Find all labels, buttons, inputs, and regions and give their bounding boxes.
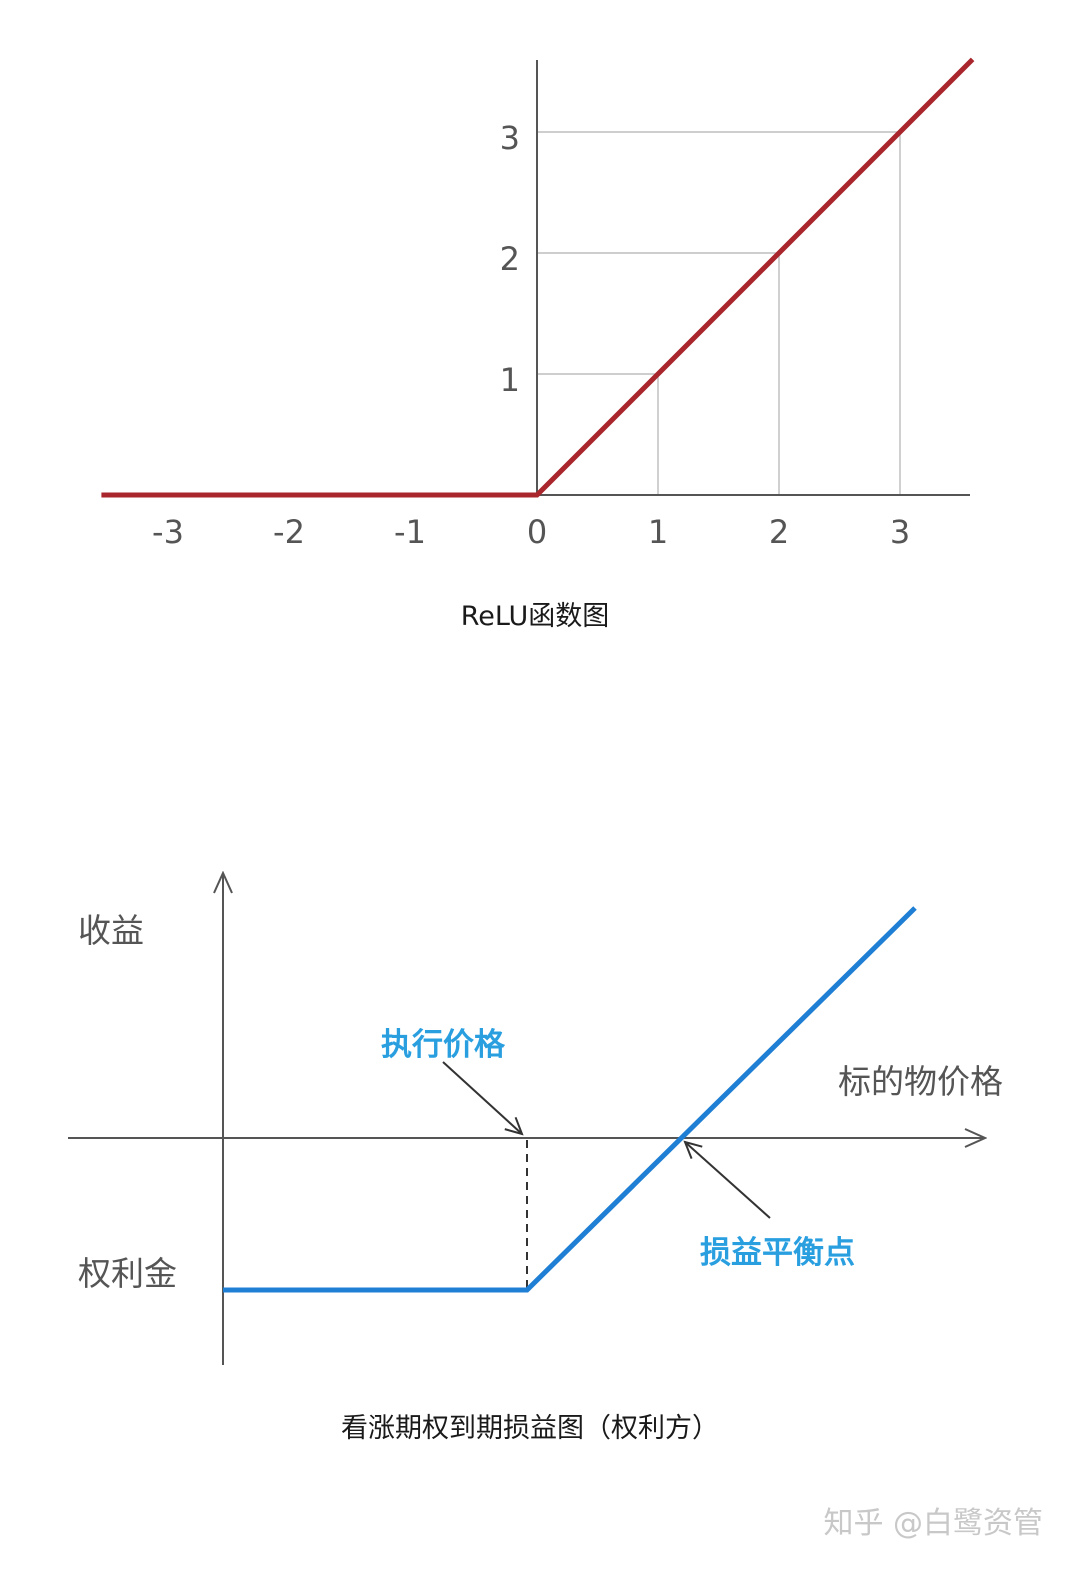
call-payoff-line	[223, 906, 917, 1293]
premium-label: 权利金	[78, 1254, 177, 1293]
relu-x-tick-label: -3	[152, 513, 184, 551]
call-x-axis-label: 标的物价格	[838, 1062, 1003, 1101]
relu-chart: -3 -2 -1 0 1 2 3 1 2 3 ReLU函数图	[101, 57, 975, 632]
call-chart-title: 看涨期权到期损益图（权利方）	[341, 1413, 719, 1444]
relu-y-tick-label: 1	[500, 361, 520, 399]
relu-y-tick-label: 2	[500, 240, 520, 278]
call-option-chart: 收益 标的物价格 权利金 执行价格 损益平衡点 看涨期权到期损益图（权利方）	[68, 873, 1003, 1444]
relu-x-tick-labels: -3 -2 -1 0 1 2 3	[152, 513, 910, 551]
watermark: 知乎 @白鹭资管	[823, 1506, 1043, 1541]
relu-x-tick-label: -1	[394, 513, 426, 551]
relu-x-tick-label: 3	[890, 513, 910, 551]
relu-x-tick-label: 2	[769, 513, 789, 551]
relu-x-tick-label: -2	[273, 513, 305, 551]
breakeven-pointer-arrow	[685, 1142, 771, 1219]
relu-grid	[537, 131, 901, 495]
relu-y-tick-label: 3	[500, 119, 520, 157]
relu-y-tick-labels: 1 2 3	[500, 119, 520, 399]
relu-series-line	[101, 57, 975, 498]
breakeven-label: 损益平衡点	[700, 1235, 855, 1271]
relu-x-tick-label: 1	[648, 513, 668, 551]
relu-title: ReLU函数图	[461, 601, 610, 632]
strike-price-label: 执行价格	[381, 1027, 506, 1063]
relu-x-tick-label: 0	[527, 513, 547, 551]
call-y-axis-label: 收益	[78, 911, 144, 950]
strike-pointer-arrow	[442, 1061, 522, 1134]
